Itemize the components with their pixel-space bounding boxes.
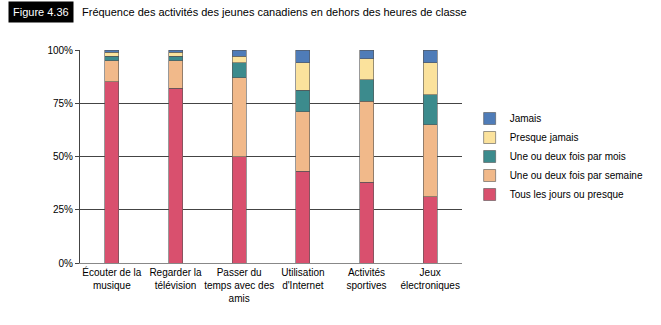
svg-text:100%: 100% <box>47 45 73 56</box>
svg-text:Passer dutemps avec desamis: Passer dutemps avec desamis <box>204 267 274 304</box>
svg-text:Figure 4.36: Figure 4.36 <box>13 6 69 18</box>
svg-text:Utilisationd'Internet: Utilisationd'Internet <box>281 267 324 291</box>
svg-text:Presque jamais: Presque jamais <box>510 132 579 143</box>
svg-text:50%: 50% <box>53 151 73 162</box>
svg-text:Écouter de lamusique: Écouter de lamusique <box>82 266 141 291</box>
svg-text:Regarder latélévision: Regarder latélévision <box>149 267 202 291</box>
svg-text:Une ou deux fois par mois: Une ou deux fois par mois <box>510 151 626 162</box>
svg-text:25%: 25% <box>53 204 73 215</box>
svg-text:Une ou deux fois par semaine: Une ou deux fois par semaine <box>510 170 643 181</box>
svg-text:Activitéssportives: Activitéssportives <box>346 267 386 291</box>
svg-text:Tous les jours ou presque: Tous les jours ou presque <box>510 189 624 200</box>
svg-text:0%: 0% <box>59 258 74 269</box>
svg-text:Fréquence des activités des je: Fréquence des activités des jeunes canad… <box>82 6 467 18</box>
svg-text:Jamais: Jamais <box>510 113 542 124</box>
svg-text:Jeuxélectroniques: Jeuxélectroniques <box>400 267 459 291</box>
svg-text:75%: 75% <box>53 98 73 109</box>
